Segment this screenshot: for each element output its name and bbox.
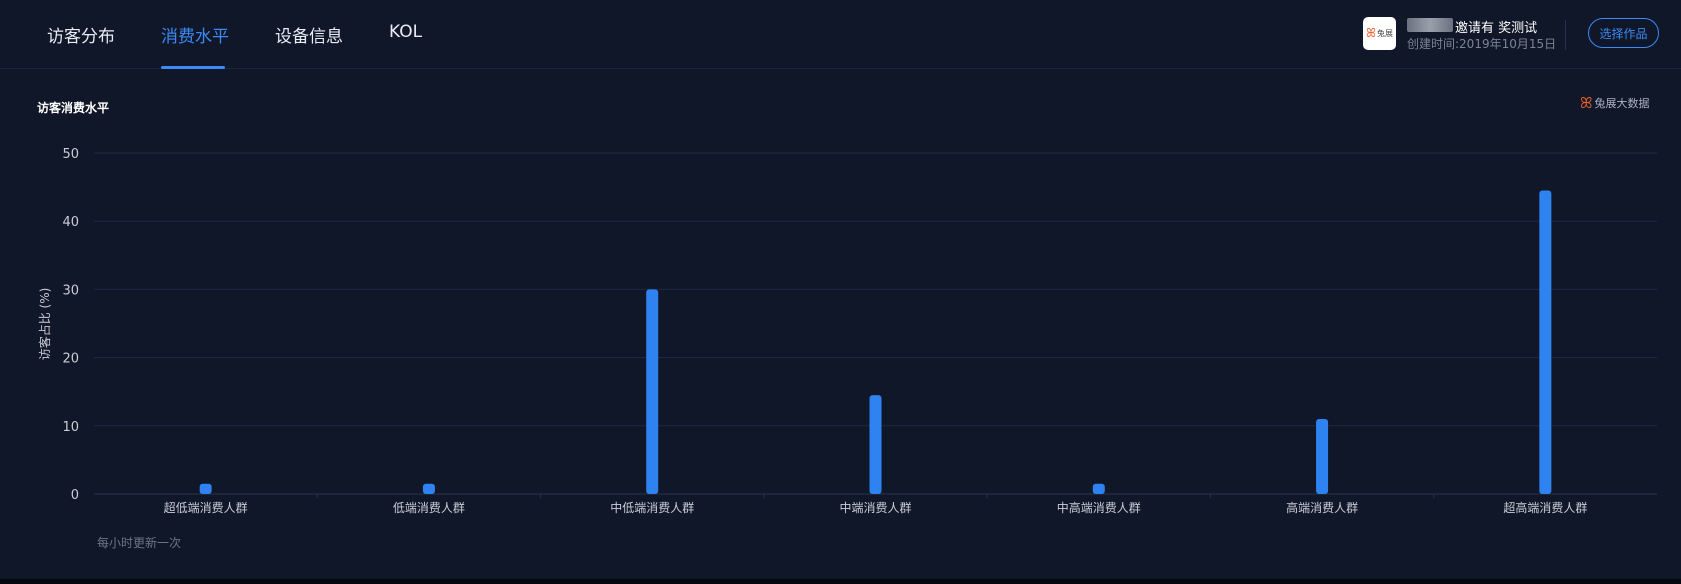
y-tick-label: 20 <box>62 352 79 367</box>
redacted-name-block <box>1407 18 1453 32</box>
rabbit-logo-icon: ꕤ <box>1366 26 1376 40</box>
header-divider <box>1565 20 1566 50</box>
y-tick-label: 40 <box>62 215 79 230</box>
active-tab-indicator <box>161 66 225 69</box>
bar[interactable] <box>1539 190 1552 494</box>
x-category-label: 低端消费人群 <box>393 501 465 515</box>
work-thumbnail: ꕤ 兔展 <box>1363 17 1396 50</box>
work-name-text: 邀请有 奖测试 <box>1455 21 1538 36</box>
brand-text: 兔展大数据 <box>1594 97 1650 110</box>
rabbit-logo-icon: ꕤ <box>1580 94 1593 112</box>
x-category-label: 中端消费人群 <box>839 500 911 515</box>
select-work-button[interactable]: 选择作品 <box>1588 18 1659 48</box>
update-frequency-note: 每小时更新一次 <box>97 536 182 550</box>
bar[interactable] <box>422 483 435 494</box>
y-tick-label: 10 <box>62 420 79 435</box>
bottom-strip <box>0 579 1681 584</box>
x-category-label: 超低端消费人群 <box>164 500 248 515</box>
x-category-label: 高端消费人群 <box>1286 500 1358 515</box>
tab-consumption-level[interactable]: 消费水平 <box>161 27 229 47</box>
y-axis-label: 访客占比 (%) <box>37 288 52 361</box>
x-category-label: 超高端消费人群 <box>1503 500 1587 515</box>
chart-title: 访客消费水平 <box>37 101 110 115</box>
work-created-date: 创建时间:2019年10月15日 <box>1407 37 1557 51</box>
work-name: 邀请有 奖测试 <box>1407 17 1537 36</box>
logo-text: 兔展 <box>1376 29 1393 38</box>
bar[interactable] <box>869 395 882 494</box>
x-category-label: 中低端消费人群 <box>610 500 694 515</box>
tab-kol[interactable]: KOL <box>389 22 423 42</box>
bar[interactable] <box>1092 483 1105 494</box>
x-category-label: 中高端消费人群 <box>1057 500 1141 515</box>
bar[interactable] <box>199 483 212 494</box>
tab-device-info[interactable]: 设备信息 <box>275 27 343 47</box>
y-tick-label: 0 <box>71 488 79 503</box>
bar[interactable] <box>1316 418 1329 494</box>
top-nav-bar: 访客分布 消费水平 设备信息 KOL ꕤ 兔展 邀请有 奖测试 创建时间:201… <box>0 0 1681 69</box>
y-tick-label: 30 <box>62 283 79 298</box>
bar[interactable] <box>646 289 659 494</box>
brand-watermark: ꕤ 兔展大数据 <box>1580 94 1649 112</box>
y-tick-label: 50 <box>62 147 79 162</box>
tab-visitor-distribution[interactable]: 访客分布 <box>47 27 115 47</box>
